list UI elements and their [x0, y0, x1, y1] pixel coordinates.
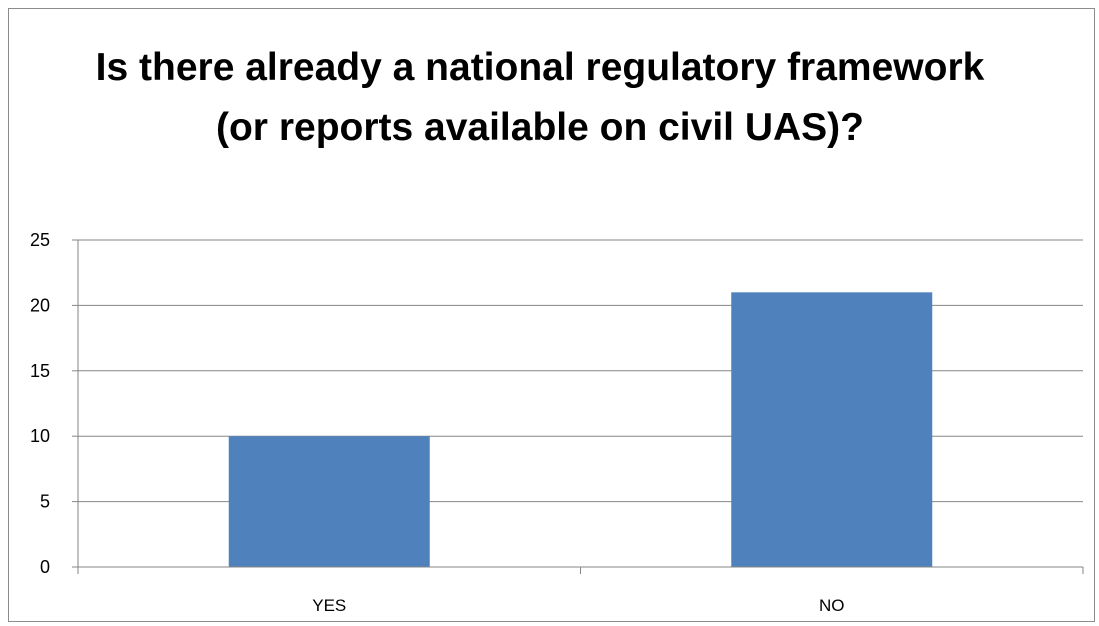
y-tick-label: 5: [40, 492, 50, 512]
y-tick-label: 15: [30, 361, 50, 381]
x-tick-labels: YES NO: [312, 596, 844, 615]
y-tick-label: 10: [30, 426, 50, 446]
y-tick-label: 20: [30, 295, 50, 315]
bar-yes: [228, 436, 430, 567]
bars: [228, 292, 933, 567]
y-tick-labels: 0 5 10 15 20 25: [30, 230, 50, 577]
y-tick-label: 0: [40, 557, 50, 577]
axes: [72, 239, 1084, 574]
bar-no: [731, 292, 933, 567]
x-tick-label: NO: [819, 596, 845, 615]
chart-title: Is there already a national regulatory f…: [95, 46, 985, 149]
y-tick-label: 25: [30, 230, 50, 250]
x-tick-label: YES: [312, 596, 346, 615]
